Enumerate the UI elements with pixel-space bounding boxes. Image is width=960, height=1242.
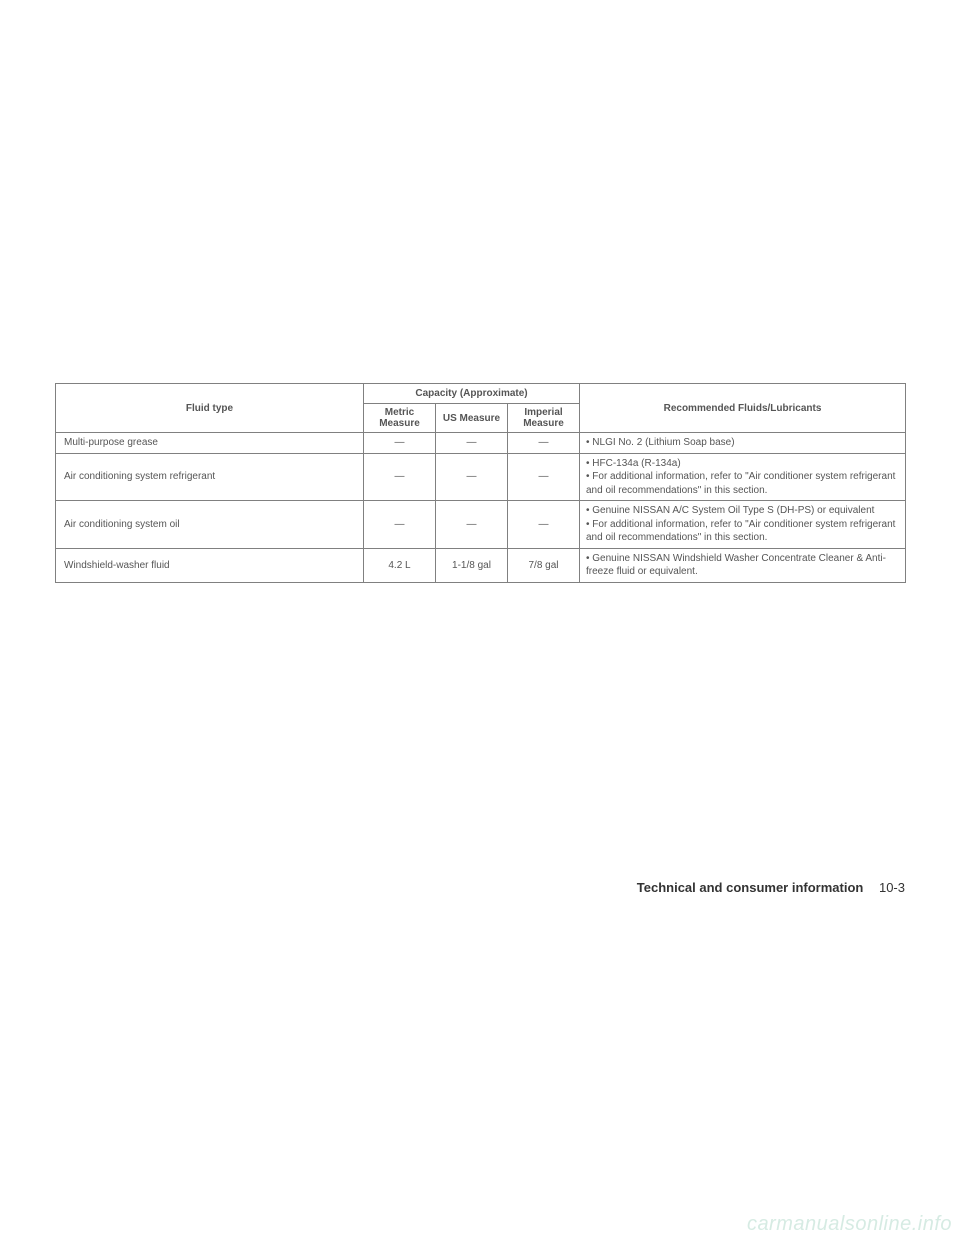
us-cell: — (436, 433, 508, 454)
table-row: Air conditioning system oil — — — • Genu… (56, 501, 906, 549)
page-content: Fluid type Capacity (Approximate) Recomm… (55, 383, 905, 583)
fluids-table: Fluid type Capacity (Approximate) Recomm… (55, 383, 906, 583)
us-cell: 1-1/8 gal (436, 548, 508, 582)
rec-cell: • NLGI No. 2 (Lithium Soap base) (580, 433, 906, 454)
metric-cell: — (364, 433, 436, 454)
us-cell: — (436, 501, 508, 549)
header-row-1: Fluid type Capacity (Approximate) Recomm… (56, 384, 906, 404)
fluid-cell: Windshield-washer fluid (56, 548, 364, 582)
header-metric: Metric Measure (364, 404, 436, 433)
fluid-cell: Multi-purpose grease (56, 433, 364, 454)
table-row: Multi-purpose grease — — — • NLGI No. 2 … (56, 433, 906, 454)
rec-cell: • Genuine NISSAN A/C System Oil Type S (… (580, 501, 906, 549)
rec-cell: • Genuine NISSAN Windshield Washer Conce… (580, 548, 906, 582)
header-imperial: Imperial Measure (508, 404, 580, 433)
footer-title: Technical and consumer information (637, 880, 864, 895)
header-recommended: Recommended Fluids/Lubricants (580, 384, 906, 433)
table-row: Windshield-washer fluid 4.2 L 1-1/8 gal … (56, 548, 906, 582)
rec-cell: • HFC-134a (R-134a)• For additional info… (580, 453, 906, 501)
us-cell: — (436, 453, 508, 501)
header-capacity: Capacity (Approximate) (364, 384, 580, 404)
watermark: carmanualsonline.info (747, 1213, 952, 1236)
header-fluid-type: Fluid type (56, 384, 364, 433)
imperial-cell: — (508, 433, 580, 454)
imperial-cell: 7/8 gal (508, 548, 580, 582)
table-row: Air conditioning system refrigerant — — … (56, 453, 906, 501)
imperial-cell: — (508, 453, 580, 501)
metric-cell: — (364, 501, 436, 549)
footer-page: 10-3 (879, 880, 905, 895)
fluid-cell: Air conditioning system refrigerant (56, 453, 364, 501)
metric-cell: — (364, 453, 436, 501)
header-us: US Measure (436, 404, 508, 433)
fluid-cell: Air conditioning system oil (56, 501, 364, 549)
imperial-cell: — (508, 501, 580, 549)
metric-cell: 4.2 L (364, 548, 436, 582)
footer: Technical and consumer information 10-3 (637, 880, 905, 895)
